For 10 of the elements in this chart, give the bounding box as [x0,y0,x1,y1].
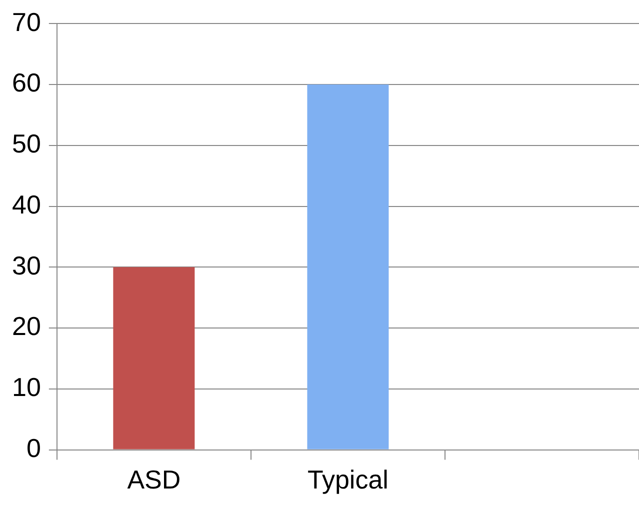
y-tick-label: 30 [12,250,41,280]
x-tick-label: Typical [308,464,388,495]
y-tick-label: 70 [12,6,41,37]
y-tick-label: 20 [12,311,41,342]
y-tick-label: 10 [12,372,41,402]
y-tick-label: 0 [26,432,41,463]
y-tick-label: 60 [12,68,41,98]
y-tick-label: 40 [12,189,41,220]
x-tick-label: ASD [127,464,181,495]
y-tick-label: 50 [12,128,41,159]
